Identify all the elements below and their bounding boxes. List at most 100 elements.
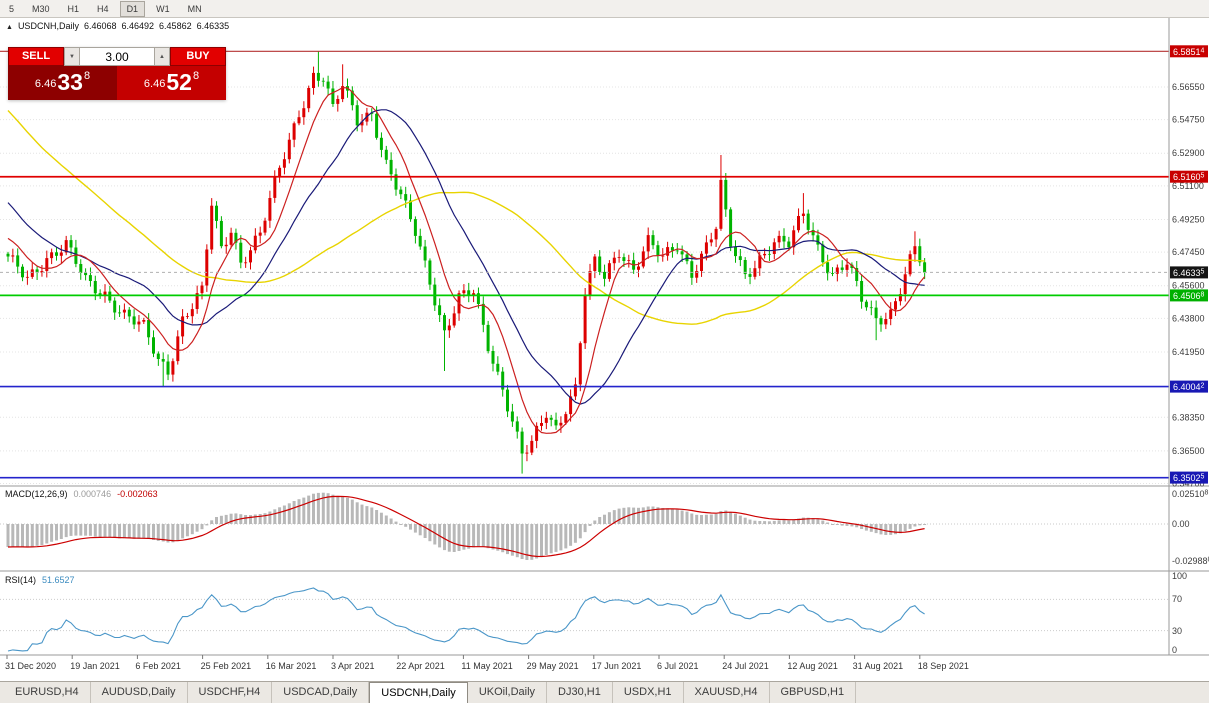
volume-increase-button[interactable]: ▲ bbox=[154, 47, 170, 66]
svg-text:17 Jun 2021: 17 Jun 2021 bbox=[592, 661, 642, 671]
svg-text:6.54750: 6.54750 bbox=[1172, 115, 1205, 125]
candles-layer bbox=[6, 51, 927, 474]
svg-text:6.40042: 6.40042 bbox=[1173, 382, 1205, 392]
svg-text:6.45600: 6.45600 bbox=[1172, 281, 1205, 291]
svg-text:6.49250: 6.49250 bbox=[1172, 214, 1205, 224]
timeframe-button-mn[interactable]: MN bbox=[181, 1, 209, 17]
buy-price-display[interactable]: 6.46 52 8 bbox=[117, 66, 226, 100]
title-high: 6.46492 bbox=[121, 21, 155, 31]
svg-text:31 Aug 2021: 31 Aug 2021 bbox=[853, 661, 904, 671]
svg-text:-0.029888: -0.029888 bbox=[1172, 556, 1209, 566]
macd-main-value: 0.000746 bbox=[73, 489, 112, 499]
timeframe-button-w1[interactable]: W1 bbox=[149, 1, 177, 17]
svg-text:6.38350: 6.38350 bbox=[1172, 412, 1205, 422]
trade-controls-row: SELL ▼ 3.00 ▲ BUY bbox=[8, 47, 226, 66]
svg-text:12 Aug 2021: 12 Aug 2021 bbox=[787, 661, 838, 671]
title-symbol: USDCNH,Daily bbox=[17, 21, 79, 31]
trade-prices-row: 6.46 33 8 6.46 52 8 bbox=[8, 66, 226, 100]
svg-text:6.51605: 6.51605 bbox=[1173, 172, 1205, 182]
rsi-name: RSI(14) bbox=[5, 575, 37, 585]
timeframe-button-d1[interactable]: D1 bbox=[119, 0, 146, 17]
sell-price-big: 33 bbox=[57, 69, 83, 95]
buy-button[interactable]: BUY bbox=[170, 47, 226, 66]
one-click-trading-panel: SELL ▼ 3.00 ▲ BUY 6.46 33 8 6.46 52 8 bbox=[8, 47, 226, 100]
title-close: 6.46335 bbox=[196, 21, 230, 31]
chart-tab-usdchf-h4[interactable]: USDCHF,H4 bbox=[188, 682, 273, 703]
svg-text:6.36500: 6.36500 bbox=[1172, 446, 1205, 456]
horizontal-level-lines bbox=[0, 50, 1169, 479]
buy-price-big: 52 bbox=[166, 69, 192, 95]
chart-tab-usdcnh-daily[interactable]: USDCNH,Daily bbox=[369, 682, 468, 703]
chart-tab-ukoil-daily[interactable]: UKOil,Daily bbox=[468, 682, 548, 703]
svg-text:6.43800: 6.43800 bbox=[1172, 313, 1205, 323]
svg-text:0.025108: 0.025108 bbox=[1172, 489, 1209, 499]
date-axis: 31 Dec 2020 19 Jan 2021 6 Feb 2021 25 Feb 2… bbox=[5, 655, 969, 671]
svg-text:6 Feb 2021: 6 Feb 2021 bbox=[135, 661, 181, 671]
volume-decrease-button[interactable]: ▼ bbox=[64, 47, 80, 66]
svg-text:6 Jul 2021: 6 Jul 2021 bbox=[657, 661, 699, 671]
chart-tab-eurusd-h4[interactable]: EURUSD,H4 bbox=[4, 682, 91, 703]
timeframe-toolbar: 5 M30 H1 H4 D1 W1 MN bbox=[0, 0, 1209, 18]
macd-label: MACD(12,26,9) 0.000746 -0.002063 bbox=[5, 489, 164, 499]
svg-text:100: 100 bbox=[1172, 571, 1187, 581]
rsi-line bbox=[7, 587, 925, 652]
rsi-label: RSI(14) 51.6527 bbox=[5, 575, 81, 585]
svg-text:6.35025: 6.35025 bbox=[1173, 473, 1205, 483]
chart-tab-audusd-daily[interactable]: AUDUSD,Daily bbox=[91, 682, 188, 703]
title-low: 6.45862 bbox=[159, 21, 192, 31]
chart-tab-dj30-h1[interactable]: DJ30,H1 bbox=[547, 682, 613, 703]
chart-tab-xauusd-h4[interactable]: XAUUSD,H4 bbox=[684, 682, 770, 703]
svg-text:6.47450: 6.47450 bbox=[1172, 247, 1205, 257]
sell-price-display[interactable]: 6.46 33 8 bbox=[8, 66, 117, 100]
price-axis-box: 6.35025 bbox=[1170, 471, 1208, 484]
sell-price-prefix: 6.46 bbox=[34, 78, 57, 90]
ma-55-line bbox=[7, 110, 925, 325]
timeframe-button-h1[interactable]: H1 bbox=[61, 1, 87, 17]
one-click-toggle-icon[interactable]: ▲ bbox=[6, 24, 13, 31]
price-axis-box: 6.51605 bbox=[1170, 170, 1208, 183]
svg-text:22 Apr 2021: 22 Apr 2021 bbox=[396, 661, 445, 671]
buy-price-prefix: 6.46 bbox=[143, 78, 166, 90]
ma-8-line bbox=[7, 86, 926, 434]
ma-21-line bbox=[7, 109, 925, 405]
macd-signal-line bbox=[7, 495, 925, 558]
timeframe-button-h4[interactable]: H4 bbox=[90, 1, 116, 17]
svg-text:6.41950: 6.41950 bbox=[1172, 347, 1205, 357]
svg-text:31 Dec 2020: 31 Dec 2020 bbox=[5, 661, 56, 671]
svg-text:6.52900: 6.52900 bbox=[1172, 148, 1205, 158]
svg-text:29 May 2021: 29 May 2021 bbox=[527, 661, 579, 671]
svg-text:19 Jan 2021: 19 Jan 2021 bbox=[70, 661, 120, 671]
price-axis-box: 6.58514 bbox=[1170, 45, 1208, 58]
chart-tab-gbpusd-h1[interactable]: GBPUSD,H1 bbox=[770, 682, 857, 703]
sell-button[interactable]: SELL bbox=[8, 47, 64, 66]
svg-text:3 Apr 2021: 3 Apr 2021 bbox=[331, 661, 375, 671]
chart-tabs-bar: EURUSD,H4 AUDUSD,Daily USDCHF,H4 USDCAD,Dai… bbox=[0, 681, 1209, 703]
svg-text:6.45068: 6.45068 bbox=[1173, 291, 1205, 301]
svg-text:6.51100: 6.51100 bbox=[1172, 181, 1204, 191]
macd-signal-value: -0.002063 bbox=[117, 489, 158, 499]
svg-text:6.56550: 6.56550 bbox=[1172, 82, 1205, 92]
chart-area: 6.56550 6.54750 6.52900 6.51100 6.49250 6.474… bbox=[0, 18, 1209, 681]
svg-text:70: 70 bbox=[1172, 594, 1182, 604]
svg-text:6.58514: 6.58514 bbox=[1173, 47, 1205, 57]
price-gridlines bbox=[0, 86, 1169, 485]
macd-name: MACD(12,26,9) bbox=[5, 489, 68, 499]
chart-ohlc-title: ▲ USDCNH,Daily 6.46068 6.46492 6.45862 6.4633… bbox=[6, 21, 234, 31]
chart-canvas[interactable]: 6.56550 6.54750 6.52900 6.51100 6.49250 6.474… bbox=[0, 18, 1209, 681]
sell-price-pip: 8 bbox=[83, 70, 91, 82]
chart-tab-usdcad-daily[interactable]: USDCAD,Daily bbox=[272, 682, 370, 703]
chart-tab-usdx-h1[interactable]: USDX,H1 bbox=[613, 682, 684, 703]
timeframe-button-5[interactable]: 5 bbox=[2, 1, 21, 17]
svg-text:30: 30 bbox=[1172, 626, 1182, 636]
title-open: 6.46068 bbox=[83, 21, 117, 31]
rsi-value: 51.6527 bbox=[42, 575, 75, 585]
svg-text:6.46335: 6.46335 bbox=[1173, 268, 1205, 278]
svg-text:0.00: 0.00 bbox=[1172, 519, 1190, 529]
macd-histogram bbox=[6, 492, 927, 560]
buy-price-pip: 8 bbox=[192, 70, 200, 82]
svg-text:11 May 2021: 11 May 2021 bbox=[461, 661, 512, 671]
timeframe-button-m30[interactable]: M30 bbox=[25, 1, 57, 17]
price-axis: 6.56550 6.54750 6.52900 6.51100 6.49250 6.474… bbox=[1170, 45, 1208, 489]
price-axis-box: 6.40042 bbox=[1170, 380, 1208, 393]
volume-input[interactable]: 3.00 bbox=[80, 47, 154, 66]
